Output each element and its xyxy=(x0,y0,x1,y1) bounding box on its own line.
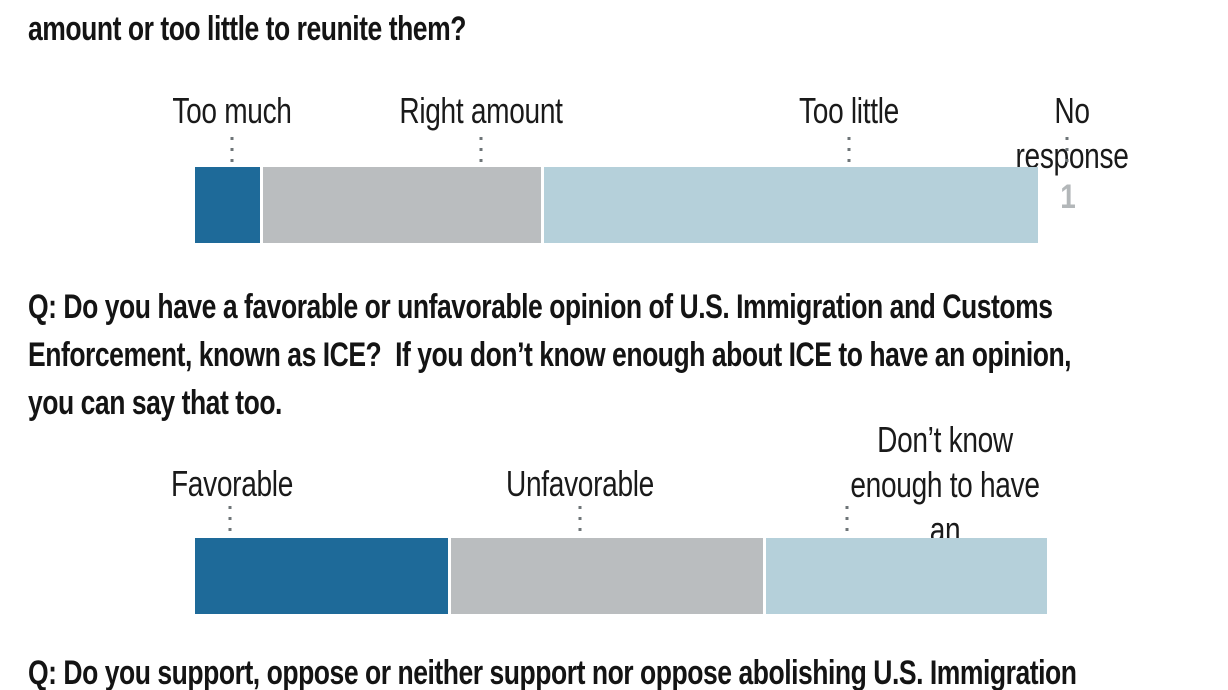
bar-segment xyxy=(765,538,1047,614)
bar-value-label: 30 xyxy=(215,549,247,587)
category-label: Don’t know enough to have an opinion xyxy=(850,419,1040,595)
bar-value-label: 33 xyxy=(467,178,499,216)
category-label: Unfavorable xyxy=(506,463,654,504)
bar-segment xyxy=(544,167,1039,243)
bar-segment xyxy=(450,538,763,614)
bar-value-label: 37 xyxy=(564,549,596,587)
bar-value-label: 33 xyxy=(831,549,863,587)
bar-segment xyxy=(263,167,542,243)
dotted-leader-line xyxy=(847,137,851,164)
dotted-leader-line xyxy=(230,137,234,164)
category-label: No response xyxy=(1015,90,1129,176)
dotted-leader-line xyxy=(845,506,849,533)
bar-value-label: 58 xyxy=(836,178,868,216)
bar-segment xyxy=(195,167,261,243)
category-label: Favorable xyxy=(170,463,294,504)
dotted-leader-line xyxy=(228,506,232,533)
category-label: Too little xyxy=(799,90,899,131)
dotted-leader-line xyxy=(578,506,582,533)
dotted-leader-line xyxy=(1065,137,1069,164)
dotted-leader-line xyxy=(479,137,483,164)
bar-segment xyxy=(195,538,448,614)
category-label: Too much xyxy=(172,90,292,131)
category-label: Right amount xyxy=(399,90,563,131)
bar-value-label: 1 xyxy=(1060,178,1076,216)
question-1-text: amount or too little to reunite them? xyxy=(28,10,466,48)
bar-value-label: 8 xyxy=(223,178,239,216)
question-2-text: Q: Do you have a favorable or unfavorabl… xyxy=(28,288,1072,422)
question-3-text: Q: Do you support, oppose or neither sup… xyxy=(28,654,1077,690)
